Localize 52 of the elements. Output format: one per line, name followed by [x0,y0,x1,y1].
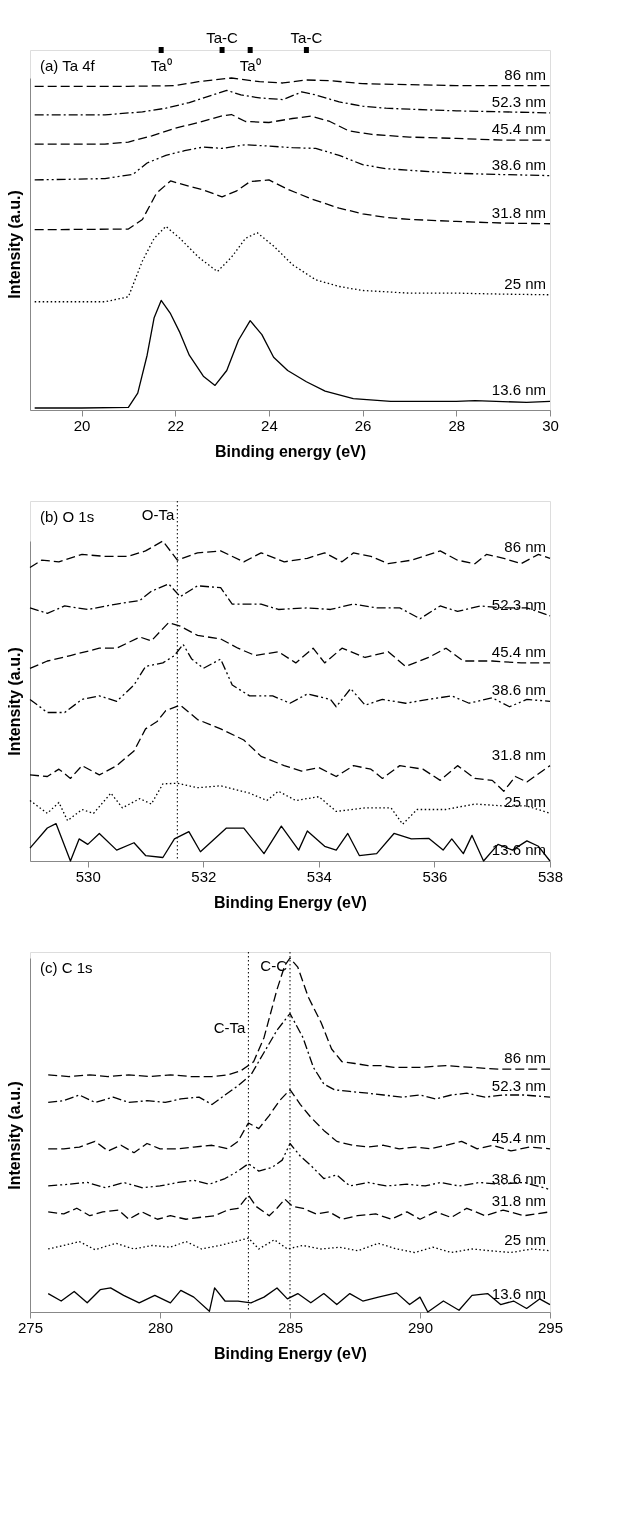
series-label: 25 nm [504,793,546,811]
series-label: 13.6 nm [491,1284,546,1302]
series-label: 86 nm [504,65,546,83]
x-tick-label: 275 [17,1318,44,1336]
series-label: 45.4 nm [491,120,546,138]
ref-line-label: Ta⁰ [239,57,261,74]
series-label: 31.8 nm [491,203,546,221]
ref-line-label: Ta⁰ [150,57,172,74]
series-label: 45.4 nm [491,1128,546,1146]
series-label: 38.6 nm [491,681,546,699]
series-label: 13.6 nm [491,381,546,399]
x-tick-label: 536 [422,867,448,885]
x-axis-title: Binding Energy (eV) [214,1344,367,1362]
text: (a) Ta 4f [40,57,96,74]
x-tick-label: 530 [75,867,101,885]
y-axis-title: Intensity (a.u.) [5,1081,23,1190]
ref-line-label: C-Ta [213,1019,247,1036]
x-tick-label: 532 [191,867,217,885]
x-tick-label: 26 [354,416,372,434]
x-tick-label: 295 [537,1318,564,1336]
x-tick-label: 534 [306,867,332,885]
series-label: 45.4 nm [491,642,546,660]
series-label: 38.6 nm [491,155,546,173]
series-label: 52.3 nm [491,595,546,613]
annotation: (c) C 1s [40,959,93,976]
series-label: 25 nm [504,274,546,292]
series-label: 31.8 nm [491,1191,546,1209]
x-tick-label: 28 [448,416,466,434]
x-tick-label: 24 [261,416,278,434]
x-axis-title: Binding Energy (eV) [214,893,367,911]
x-tick-label: 280 [147,1318,174,1336]
series-label: 38.6 nm [491,1169,546,1187]
series-label: 31.8 nm [491,745,546,763]
x-axis-title: Binding energy (eV) [214,442,367,460]
series-label: 86 nm [504,538,546,556]
x-tick-label: 285 [277,1318,304,1336]
x-tick-label: 30 [542,416,559,434]
x-tick-label: 290 [407,1318,434,1336]
ref-line-label: Ta-C [206,29,239,46]
series-label: 86 nm [504,1049,546,1067]
ref-line-label: C-C [260,957,288,974]
x-tick-label: 20 [73,416,91,434]
ref-line-label: Ta-C [290,29,323,46]
y-axis-title: Intensity (a.u.) [5,190,23,299]
series-label: 25 nm [504,1230,546,1248]
ref-line-label: O-Ta [141,506,175,523]
x-tick-label: 22 [167,416,185,434]
y-axis-title: Intensity (a.u.) [5,647,23,756]
x-tick-label: 538 [537,867,564,885]
series-label: 52.3 nm [491,92,546,110]
text: (b) O 1s [40,508,95,525]
series-label: 52.3 nm [491,1077,546,1095]
